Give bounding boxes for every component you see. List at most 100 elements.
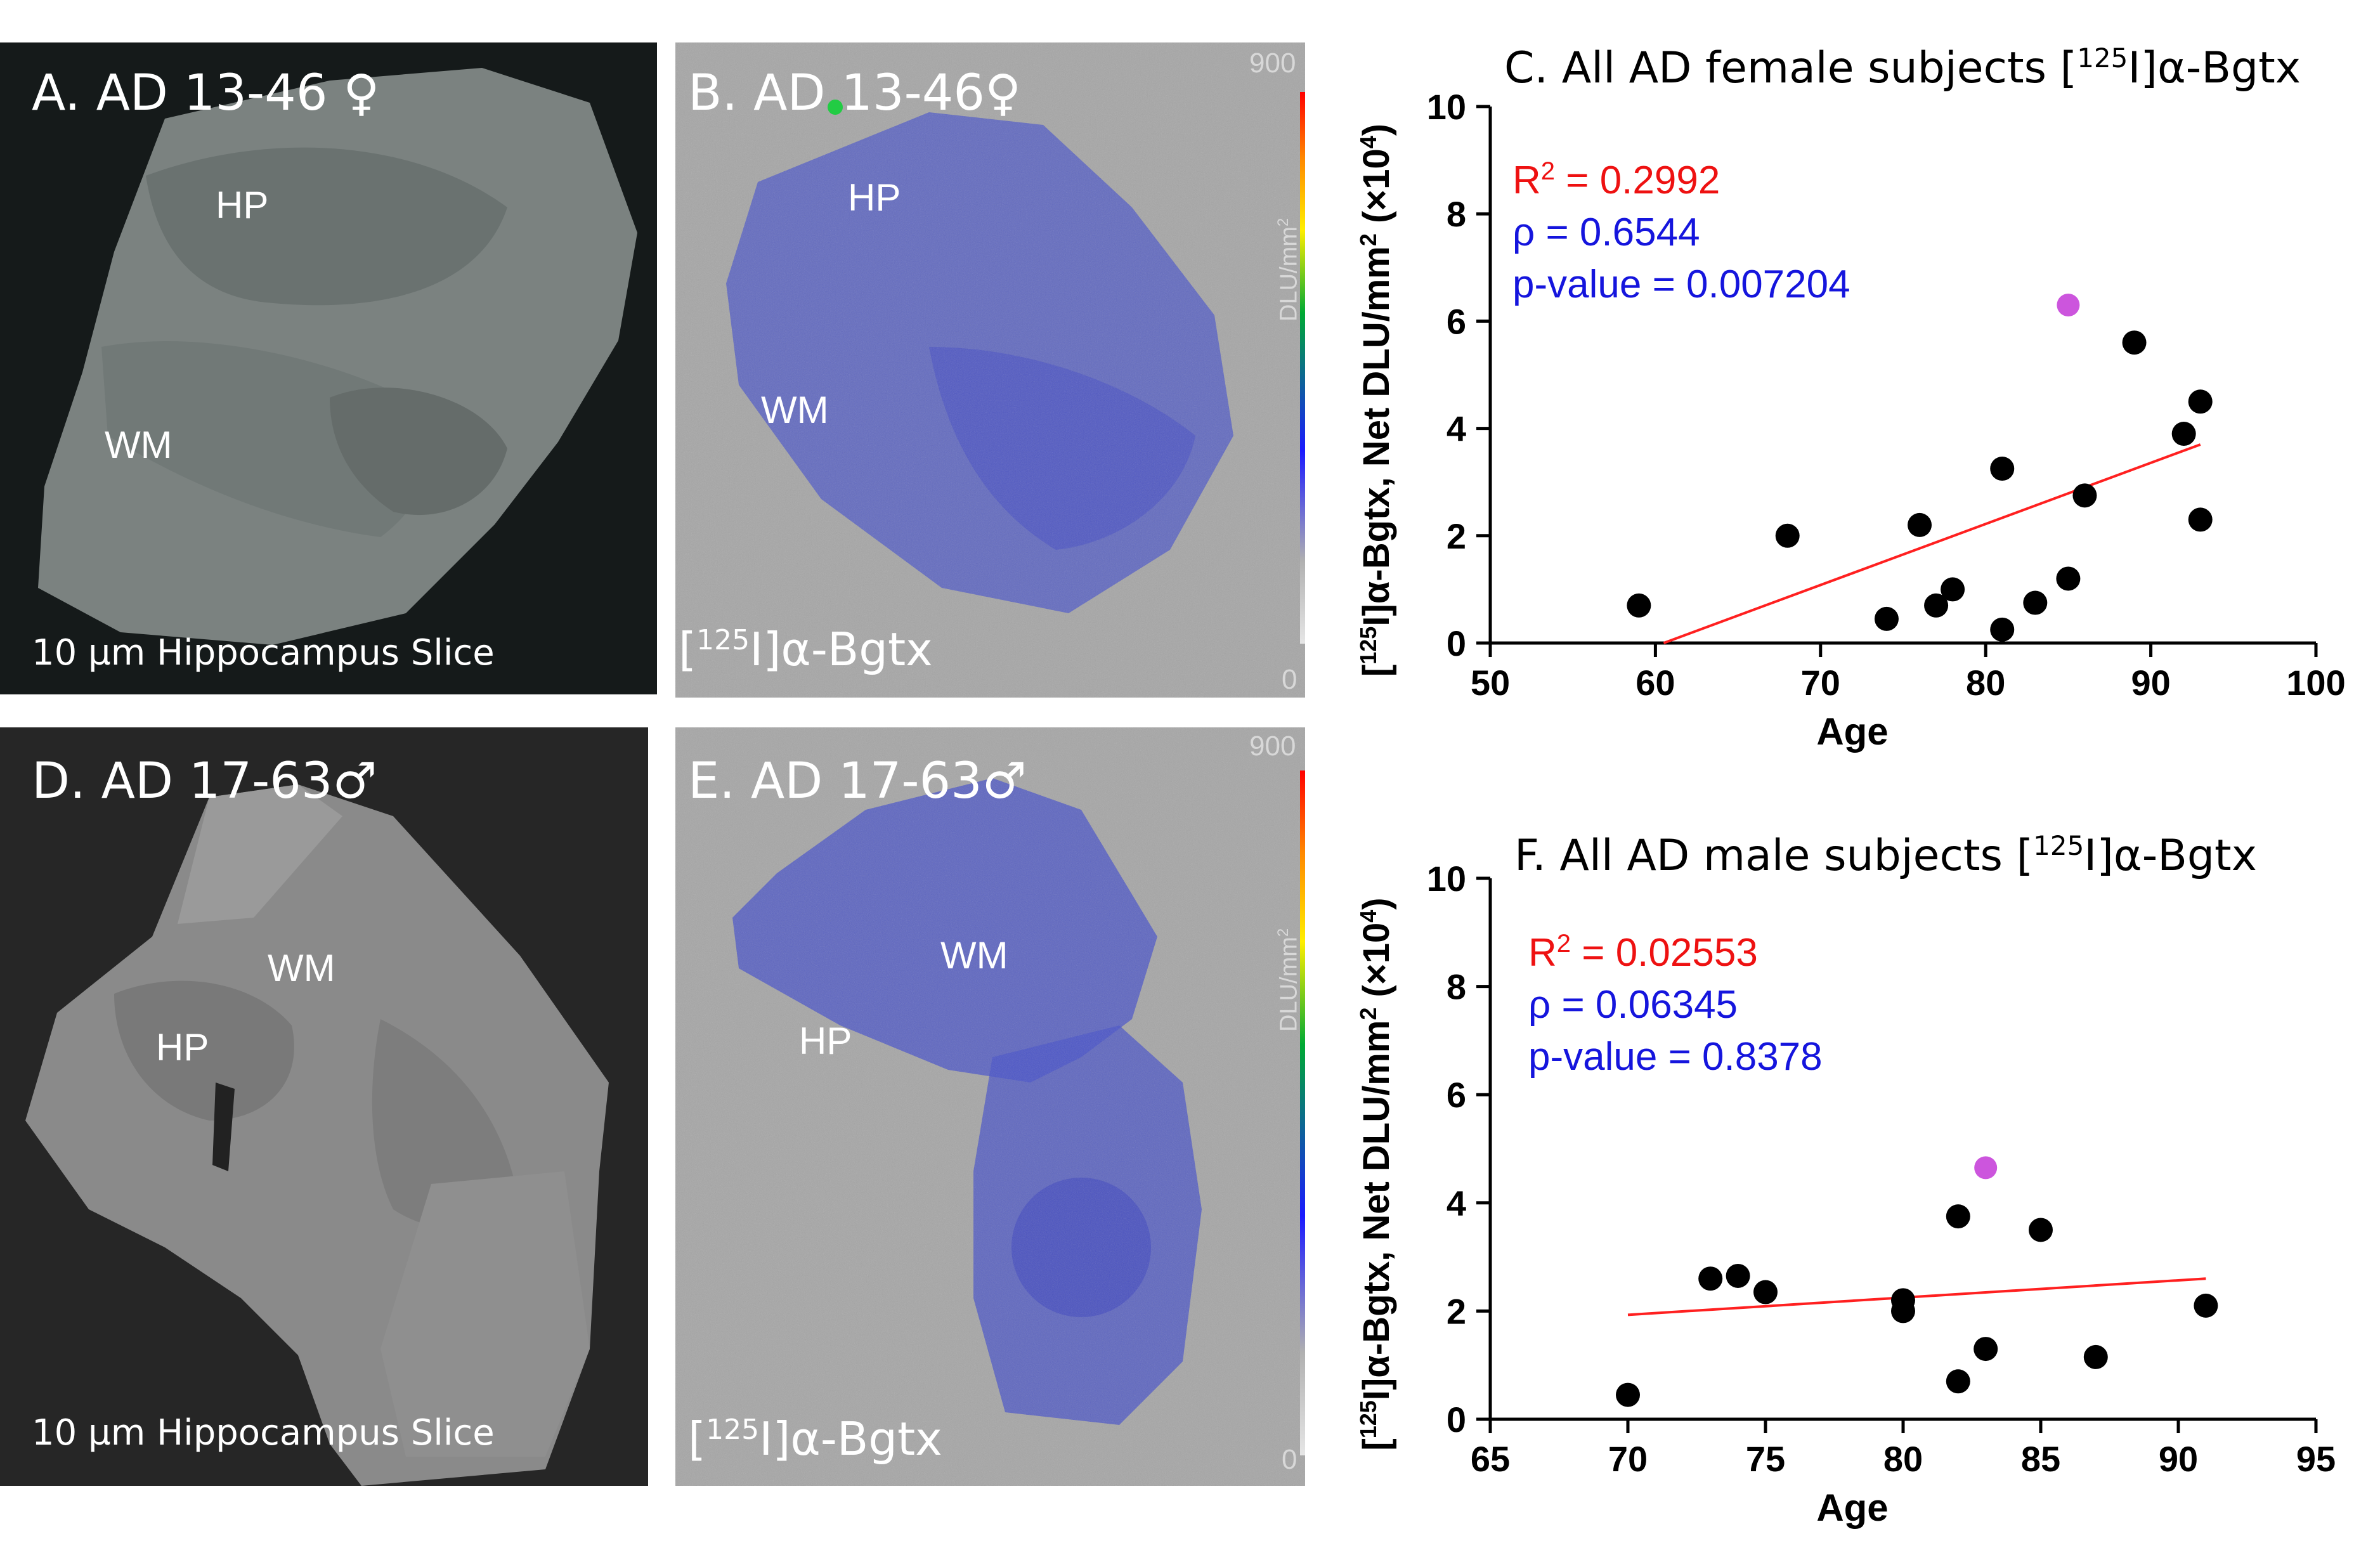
chart-c-data-point [1627, 593, 1651, 618]
panel-d-photo: D. AD 17-63♂ WM HP 10 µm Hippocampus Sli… [0, 727, 648, 1486]
chart-c: 0 2 4 6 8 10 50 60 70 80 90 100 Age [125I]α-Bgtx, Net… [1355, 42, 2346, 753]
chart-f-data-point [1891, 1299, 1915, 1323]
chart-f-pvalue: p-value = 0.8378 [1528, 1035, 1823, 1079]
chart-c-x-tick-label: 80 [1966, 663, 2005, 703]
chart-c-data-point [2188, 507, 2213, 532]
panel-d-tissue [25, 784, 609, 1486]
chart-c-rho: ρ = 0.6544 [1512, 211, 1700, 254]
chart-f-y-tick-label: 8 [1447, 967, 1466, 1007]
chart-f-x-tick-label: 65 [1471, 1439, 1510, 1479]
chart-f-x-tick-label: 70 [1608, 1439, 1648, 1479]
chart-f-data-point [2083, 1344, 2108, 1369]
panel-e-binding-map [675, 727, 1305, 1486]
chart-f-data-point [1974, 1337, 1998, 1362]
panel-d-caption: 10 µm Hippocampus Slice [32, 1412, 495, 1453]
chart-c-y-tick-label: 4 [1447, 409, 1466, 449]
chart-c-data-point [2122, 330, 2147, 355]
chart-c-y-axis-label: [125I]α-Bgtx, Net DLU/mm2 (×104) [1355, 124, 1398, 677]
chart-f-data-point [1946, 1369, 1970, 1394]
chart-c-data-point [1990, 617, 2015, 642]
chart-f-x-tick-label: 95 [2296, 1439, 2336, 1479]
chart-f-data-point [1698, 1266, 1723, 1291]
panel-a-photo: A. AD 13-46 ♀ HP WM 10 µm Hippocampus Sl… [0, 42, 657, 694]
chart-c-title: C. All AD female subjects [125I]α-Bgtx [1504, 42, 2301, 94]
panel-e-wm-label: WM [940, 934, 1008, 977]
chart-c-outlier-point [2057, 294, 2080, 317]
chart-c-x-tick-label: 100 [2286, 663, 2345, 703]
chart-c-data-point [2056, 566, 2081, 591]
panel-e-hp-label: HP [799, 1020, 852, 1062]
chart-c-data-point [1941, 577, 1965, 602]
chart-c-y-tick-label: 0 [1447, 623, 1466, 663]
chart-f-y-tick-label: 6 [1447, 1075, 1466, 1115]
panel-b-hp-label: HP [848, 176, 901, 219]
chart-f-data-point [2194, 1293, 2218, 1318]
panel-b-scale-max: 900 [1249, 48, 1296, 79]
chart-f-y-axis-label: [125I]α-Bgtx, Net DLU/mm2 (×104) [1355, 897, 1398, 1450]
chart-c-regression-line [1663, 443, 2201, 644]
chart-c-pvalue: p-value = 0.007204 [1512, 263, 1850, 306]
panel-e-autoradiograph: E. AD 17-63♂ WM HP [125I]α-Bgtx 900 0 DL… [675, 727, 1305, 1486]
chart-f-title: F. All AD male subjects [125I]α-Bgtx [1514, 830, 2257, 881]
panel-d-hp-label: HP [156, 1026, 209, 1069]
chart-c-x-tick-label: 90 [2131, 663, 2170, 703]
panel-e-caption: [125I]α-Bgtx [688, 1412, 942, 1466]
chart-f-rho: ρ = 0.06345 [1528, 983, 1738, 1027]
panel-d-wm-label: WM [268, 947, 335, 989]
chart-f-y-tick-label: 10 [1427, 859, 1466, 899]
chart-c-x-tick-label: 50 [1471, 663, 1510, 703]
chart-c-data-point [1874, 606, 1899, 631]
panel-a-wm-label: WM [105, 424, 172, 466]
panel-b-colorbar [1300, 92, 1305, 644]
panel-e-scale-unit: DLU/mm2 [1275, 928, 1303, 1032]
chart-c-x-axis-label: Age [1816, 710, 1888, 753]
chart-c-data-point [2072, 483, 2097, 508]
chart-c-data-point [2188, 389, 2213, 414]
chart-c-x-tick-label: 70 [1801, 663, 1840, 703]
panel-b-wm-label: WM [761, 389, 829, 431]
chart-c-data-point [2171, 422, 2196, 446]
panel-a-hp-label: HP [216, 184, 269, 226]
chart-f-regression-line [1627, 1277, 2206, 1317]
panel-b-autoradiograph: B. AD 13-46♀ HP WM [125I]α-Bgtx 900 0 DL… [675, 42, 1305, 698]
chart-f-x-tick-label: 90 [2159, 1439, 2198, 1479]
panel-e-colorbar [1300, 770, 1305, 1455]
chart-c-r2: R2 = 0.2992 [1512, 157, 1720, 202]
chart-c-data-point [1908, 512, 1932, 537]
chart-c-data-point [1990, 457, 2015, 481]
chart-c-y-tick-label: 6 [1447, 301, 1466, 341]
chart-f-y-tick-label: 2 [1447, 1291, 1466, 1331]
panel-a-caption: 10 µm Hippocampus Slice [32, 632, 495, 673]
chart-c-y-tick-label: 10 [1427, 87, 1466, 127]
chart-f-data-point [2029, 1218, 2053, 1242]
panel-b-caption: [125I]α-Bgtx [679, 623, 933, 676]
chart-f: 0 2 4 6 8 10 65 70 75 80 85 90 95 Age [125I]α-Bgtx, Ne… [1355, 830, 2336, 1530]
chart-f-x-axis-label: Age [1816, 1486, 1888, 1529]
chart-f-data-point [1946, 1204, 1970, 1229]
chart-c-data-point [1924, 593, 1949, 618]
chart-c-x-tick-label: 60 [1635, 663, 1675, 703]
chart-f-data-point [1616, 1382, 1640, 1407]
panel-a-title: A. AD 13-46 ♀ [32, 65, 380, 122]
chart-f-outlier-point [1974, 1156, 1998, 1180]
chart-f-r2: R2 = 0.02553 [1528, 930, 1758, 975]
chart-f-y-tick-label: 0 [1447, 1400, 1466, 1440]
panel-e-scale-min: 0 [1282, 1444, 1297, 1475]
panel-a-tissue [38, 68, 637, 645]
chart-c-y-tick-label: 2 [1447, 516, 1466, 556]
chart-c-data-point [2023, 590, 2048, 615]
chart-f-x-tick-label: 75 [1746, 1439, 1785, 1479]
panel-b-binding-map [675, 42, 1305, 698]
chart-f-data-point [1726, 1263, 1750, 1288]
chart-f-x-tick-label: 80 [1883, 1439, 1923, 1479]
chart-f-y-tick-label: 4 [1447, 1183, 1466, 1223]
panel-b-scale-min: 0 [1282, 664, 1297, 695]
panel-e-scale-max: 900 [1249, 731, 1296, 762]
chart-c-y-tick-label: 8 [1447, 194, 1466, 234]
panel-b-scale-unit: DLU/mm2 [1275, 218, 1303, 322]
panel-e-title: E. AD 17-63♂ [688, 753, 1027, 810]
panel-d-title: D. AD 17-63♂ [32, 753, 377, 810]
chart-f-data-point [1753, 1280, 1778, 1304]
chart-f-x-tick-label: 85 [2021, 1439, 2060, 1479]
